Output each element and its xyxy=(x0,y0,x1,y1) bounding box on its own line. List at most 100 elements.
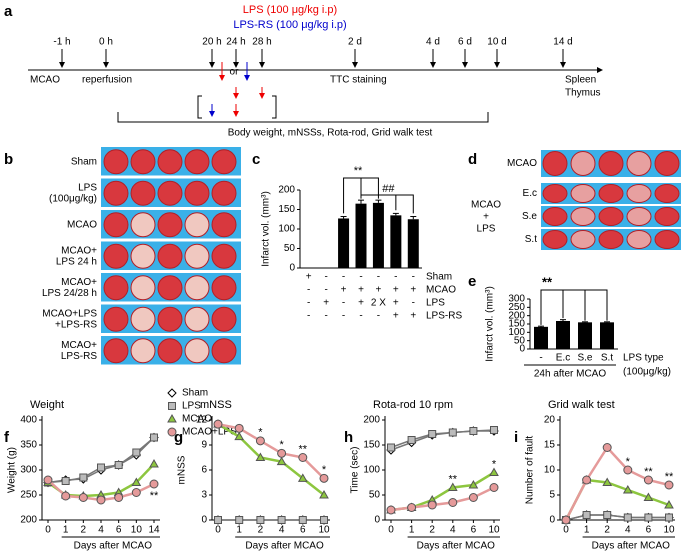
brain-slice xyxy=(626,184,652,203)
y-tick-label: 15 xyxy=(544,440,556,451)
marker xyxy=(644,513,653,522)
table-cell: + xyxy=(358,298,364,309)
bar xyxy=(578,322,592,349)
series-line xyxy=(390,486,495,512)
brain-slice xyxy=(654,151,680,176)
marker xyxy=(255,452,266,461)
series-line xyxy=(47,436,155,484)
brain-slice xyxy=(157,212,183,238)
sig-bracket xyxy=(360,194,414,214)
brain-slice xyxy=(157,243,183,269)
marker xyxy=(428,430,437,438)
panel-label: a xyxy=(4,3,13,20)
x-axis-label: Days after MCAO xyxy=(592,541,671,552)
timeline-tick-label: 28 h xyxy=(252,37,271,48)
marker xyxy=(320,516,328,524)
marker xyxy=(61,491,71,501)
y-tick-label: 20 xyxy=(544,415,556,426)
table-cell: - xyxy=(342,298,345,309)
brain-slice xyxy=(654,230,680,249)
x-tick-label: 1 xyxy=(63,525,69,536)
brain-slice xyxy=(184,243,210,269)
chart-title: Rota-rod 10 rpm xyxy=(373,399,453,411)
group-label: MCAO xyxy=(471,200,501,211)
brain-slice xyxy=(103,212,129,238)
brain-slice xyxy=(130,243,156,269)
table-cell: - xyxy=(307,298,310,309)
legend-marker xyxy=(167,388,177,398)
sig-bracket xyxy=(540,289,608,325)
x-tick-label: 6 xyxy=(471,525,477,536)
table-cell: + xyxy=(393,298,399,309)
brain-slice xyxy=(626,151,652,176)
y-tick-label: 150 xyxy=(363,440,380,451)
table-row-label: MCAO xyxy=(426,285,456,296)
table-cell: - xyxy=(359,311,362,322)
y-tick-label: 5 xyxy=(549,490,555,501)
series-line xyxy=(217,423,325,496)
legend-marker xyxy=(167,413,177,423)
table-cell: - xyxy=(342,272,345,283)
y-axis-label: Time (sec) xyxy=(350,447,361,494)
y-tick-label: 100 xyxy=(278,224,295,235)
brain-slice xyxy=(598,207,624,226)
legend-marker xyxy=(168,402,176,410)
brain-slice xyxy=(598,230,624,249)
table-cell: - xyxy=(324,285,327,296)
panel-label: h xyxy=(344,429,353,446)
panel-label: f xyxy=(4,429,10,446)
brain-slice xyxy=(157,149,183,175)
annotation: * xyxy=(626,456,631,468)
marker xyxy=(469,427,478,435)
marker xyxy=(664,480,674,490)
x-tick-label: 14 xyxy=(148,525,160,536)
bar xyxy=(556,321,570,349)
bar xyxy=(338,218,350,268)
marker xyxy=(276,456,287,466)
brain-slice xyxy=(211,180,237,206)
panel-label: c xyxy=(252,151,260,168)
lps-label: LPS (100 μg/kg i.p) xyxy=(243,4,337,16)
table-cell: - xyxy=(342,311,345,322)
x-tick-label: 0 xyxy=(215,525,221,536)
timeline-tick-label: -1 h xyxy=(53,37,70,48)
brain-slice xyxy=(570,207,596,226)
brain-slice xyxy=(211,306,237,332)
y-tick-label: 50 xyxy=(369,490,381,501)
x-axis-label: 24h after MCAO xyxy=(534,369,606,380)
x-tick-label: 1 xyxy=(236,525,242,536)
brain-slice xyxy=(103,180,129,206)
brain-slice xyxy=(184,338,210,364)
brain-slice xyxy=(184,306,210,332)
y-tick-label: 0 xyxy=(519,344,525,355)
row-label: MCAO xyxy=(67,219,97,230)
marker xyxy=(79,473,88,482)
annotation: ** xyxy=(665,471,674,483)
y-tick-label: 200 xyxy=(363,415,380,426)
marker xyxy=(582,511,591,519)
x-tick-label: 1 xyxy=(409,525,415,536)
marker xyxy=(407,503,417,512)
bar xyxy=(372,202,384,268)
series-line xyxy=(564,445,670,521)
x-axis-label: Days after MCAO xyxy=(245,541,324,552)
table-cell: - xyxy=(377,311,380,322)
marker xyxy=(298,453,308,462)
brain-slice xyxy=(570,230,596,249)
timeline-tick-label: 6 d xyxy=(458,37,472,48)
y-axis-label: mNSS xyxy=(177,455,188,484)
row-label: S.e xyxy=(522,211,537,222)
legend-marker xyxy=(167,427,177,437)
panel-label: e xyxy=(468,273,476,290)
y-tick-label: 12 xyxy=(196,415,208,426)
brain-slice xyxy=(542,207,568,226)
row-label: MCAO+ xyxy=(61,277,97,288)
x-tick-label: 6 xyxy=(646,525,652,536)
marker xyxy=(234,423,244,433)
x-tick-label: 10 xyxy=(663,525,675,536)
annotation: ## xyxy=(382,183,395,195)
table-cell: + xyxy=(306,272,312,283)
chart-title: mNSS xyxy=(200,399,232,411)
or-label: or xyxy=(230,67,240,78)
